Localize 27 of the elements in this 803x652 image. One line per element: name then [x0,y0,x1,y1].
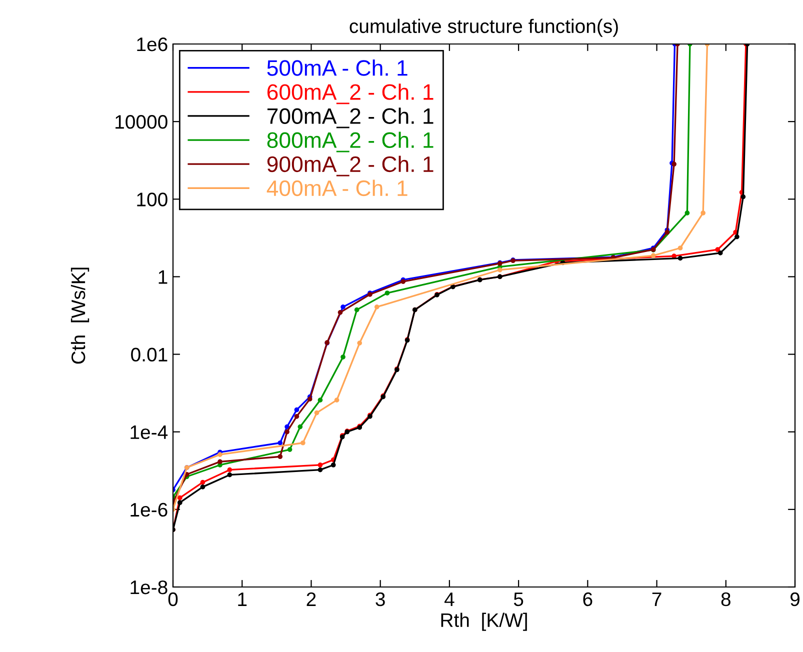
y-tick-label: 0.01 [131,348,168,362]
x-tick-label: 5 [514,592,524,606]
x-tick-label: 0 [168,592,178,606]
x-tick-label: 4 [444,592,454,606]
legend-label: 400mA - Ch. 1 [266,180,408,196]
legend-label: 700mA_2 - Ch. 1 [267,108,434,128]
y-tick-label: 1e-4 [130,426,168,440]
x-tick-label: 2 [306,592,316,606]
y-tick-label: 10000 [116,115,168,129]
y-axis-title: Cth [Ws/K] [70,268,90,364]
y-tick-label: 1e-6 [130,502,168,517]
x-tick-label: 6 [583,592,592,606]
y-tick-label: 100 [137,192,168,206]
y-tick-label: 1 [158,270,168,284]
y-tick-label: 1e-8 [130,580,168,594]
legend-label: 800mA_2 - Ch. 1 [267,132,434,152]
x-axis-title: Rth [K/W] [441,612,527,631]
x-tick-label: 9 [790,592,800,606]
x-tick-label: 1 [238,592,247,606]
x-tick-label: 8 [721,592,730,606]
x-tick-label: 7 [652,592,662,606]
x-tick-label: 3 [376,592,385,606]
chart-title: cumulative structure function(s) [350,18,618,37]
legend-label: 900mA_2 - Ch. 1 [267,156,434,176]
y-tick-label: 1e6 [137,37,168,52]
legend-label: 600mA_2 - Ch. 1 [267,84,434,104]
legend-label: 500mA - Ch. 1 [267,60,408,76]
